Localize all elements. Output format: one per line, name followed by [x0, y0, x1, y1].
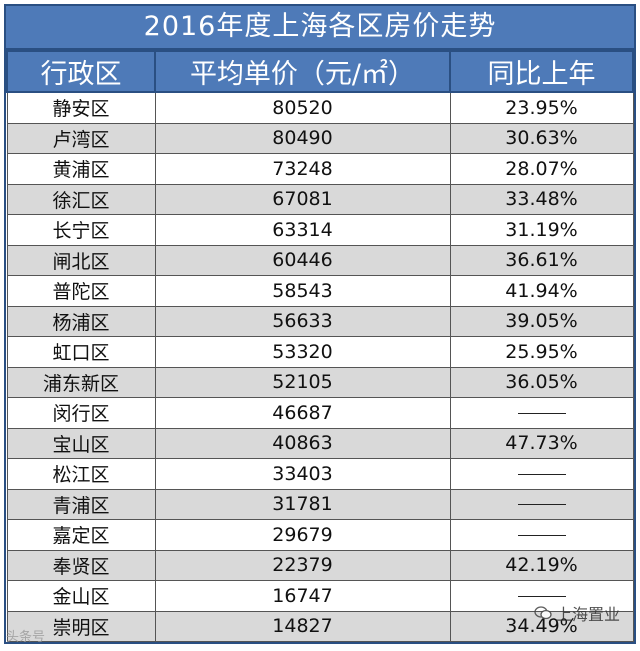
table-row: 嘉定区 29679: [6, 519, 634, 551]
cell-avg-price: 67081: [154, 183, 451, 215]
cell-district: 卢湾区: [6, 122, 156, 154]
table-row: 杨浦区 56633 39.05%: [6, 305, 634, 337]
table-row: 卢湾区 80490 30.63%: [6, 122, 634, 154]
cell-yoy: 33.48%: [449, 183, 634, 215]
table-row: 崇明区 14827 34.49%: [6, 610, 634, 642]
cell-yoy: [449, 488, 634, 520]
cell-avg-price: 14827: [154, 610, 451, 642]
cell-avg-price: 46687: [154, 397, 451, 429]
cell-district: 黄浦区: [6, 153, 156, 185]
cell-avg-price: 73248: [154, 153, 451, 185]
price-table: 行政区 平均单价（元/㎡） 同比上年 静安区 80520 23.95% 卢湾区 8049…: [6, 50, 634, 642]
watermark-left: 头条号: [6, 630, 46, 645]
cell-district: 崇明区: [6, 610, 156, 642]
table-row: 虹口区 53320 25.95%: [6, 336, 634, 368]
table-row: 青浦区 31781: [6, 488, 634, 520]
cell-district: 嘉定区: [6, 519, 156, 551]
table-body: 静安区 80520 23.95% 卢湾区 80490 30.63% 黄浦区 73248 28.0…: [6, 91, 634, 642]
cell-yoy: 30.63%: [449, 122, 634, 154]
table-row: 黄浦区 73248 28.07%: [6, 153, 634, 185]
cell-yoy: 42.19%: [449, 549, 634, 581]
cell-yoy: 36.61%: [449, 244, 634, 276]
table-row: 闵行区 46687: [6, 397, 634, 429]
cell-district: 闵行区: [6, 397, 156, 429]
cell-yoy: 39.05%: [449, 305, 634, 337]
no-data-dash: [517, 473, 566, 475]
cell-avg-price: 52105: [154, 366, 451, 398]
cell-district: 闸北区: [6, 244, 156, 276]
table-row: 宝山区 40863 47.73%: [6, 427, 634, 459]
table-row: 浦东新区 52105 36.05%: [6, 366, 634, 398]
cell-yoy: 47.73%: [449, 427, 634, 459]
cell-district: 徐汇区: [6, 183, 156, 215]
cell-avg-price: 58543: [154, 275, 451, 307]
cell-district: 杨浦区: [6, 305, 156, 337]
cell-district: 松江区: [6, 458, 156, 490]
cell-yoy: [449, 397, 634, 429]
header-yoy: 同比上年: [449, 50, 634, 93]
cell-yoy: 23.95%: [449, 91, 634, 124]
cell-district: 奉贤区: [6, 549, 156, 581]
cell-avg-price: 80490: [154, 122, 451, 154]
cell-avg-price: 63314: [154, 214, 451, 246]
table-row: 静安区 80520 23.95%: [6, 91, 634, 124]
cell-district: 浦东新区: [6, 366, 156, 398]
cell-avg-price: 29679: [154, 519, 451, 551]
table-row: 奉贤区 22379 42.19%: [6, 549, 634, 581]
cell-yoy: 34.49%: [449, 610, 634, 642]
watermark-right-label: 上海置业: [555, 605, 620, 624]
table-row: 闸北区 60446 36.61%: [6, 244, 634, 276]
cell-district: 普陀区: [6, 275, 156, 307]
table-row: 松江区 33403: [6, 458, 634, 490]
cell-avg-price: 56633: [154, 305, 451, 337]
no-data-dash: [517, 504, 566, 506]
cell-yoy: 31.19%: [449, 214, 634, 246]
cell-avg-price: 40863: [154, 427, 451, 459]
cell-yoy: 36.05%: [449, 366, 634, 398]
wechat-icon: [534, 606, 552, 620]
cell-district: 长宁区: [6, 214, 156, 246]
table-title: 2016年度上海各区房价走势: [6, 6, 634, 50]
cell-avg-price: 80520: [154, 91, 451, 124]
cell-district: 宝山区: [6, 427, 156, 459]
cell-avg-price: 53320: [154, 336, 451, 368]
price-table-frame: 2016年度上海各区房价走势 行政区 平均单价（元/㎡） 同比上年 静安区 805…: [4, 4, 636, 644]
cell-yoy: [449, 458, 634, 490]
header-row: 行政区 平均单价（元/㎡） 同比上年: [6, 50, 634, 93]
no-data-dash: [517, 534, 566, 536]
header-district: 行政区: [6, 50, 156, 93]
cell-avg-price: 22379: [154, 549, 451, 581]
header-avg-price: 平均单价（元/㎡）: [154, 50, 451, 93]
cell-avg-price: 33403: [154, 458, 451, 490]
table-row: 长宁区 63314 31.19%: [6, 214, 634, 246]
watermark-right: 上海置业: [534, 601, 620, 625]
cell-avg-price: 31781: [154, 488, 451, 520]
cell-district: 静安区: [6, 91, 156, 124]
cell-yoy: 25.95%: [449, 336, 634, 368]
cell-district: 金山区: [6, 580, 156, 612]
table-row: 金山区 16747: [6, 580, 634, 612]
cell-district: 虹口区: [6, 336, 156, 368]
no-data-dash: [517, 595, 566, 597]
cell-avg-price: 16747: [154, 580, 451, 612]
cell-yoy: 28.07%: [449, 153, 634, 185]
cell-avg-price: 60446: [154, 244, 451, 276]
table-row: 普陀区 58543 41.94%: [6, 275, 634, 307]
cell-yoy: 41.94%: [449, 275, 634, 307]
cell-district: 青浦区: [6, 488, 156, 520]
no-data-dash: [517, 412, 566, 414]
cell-yoy: [449, 519, 634, 551]
table-row: 徐汇区 67081 33.48%: [6, 183, 634, 215]
